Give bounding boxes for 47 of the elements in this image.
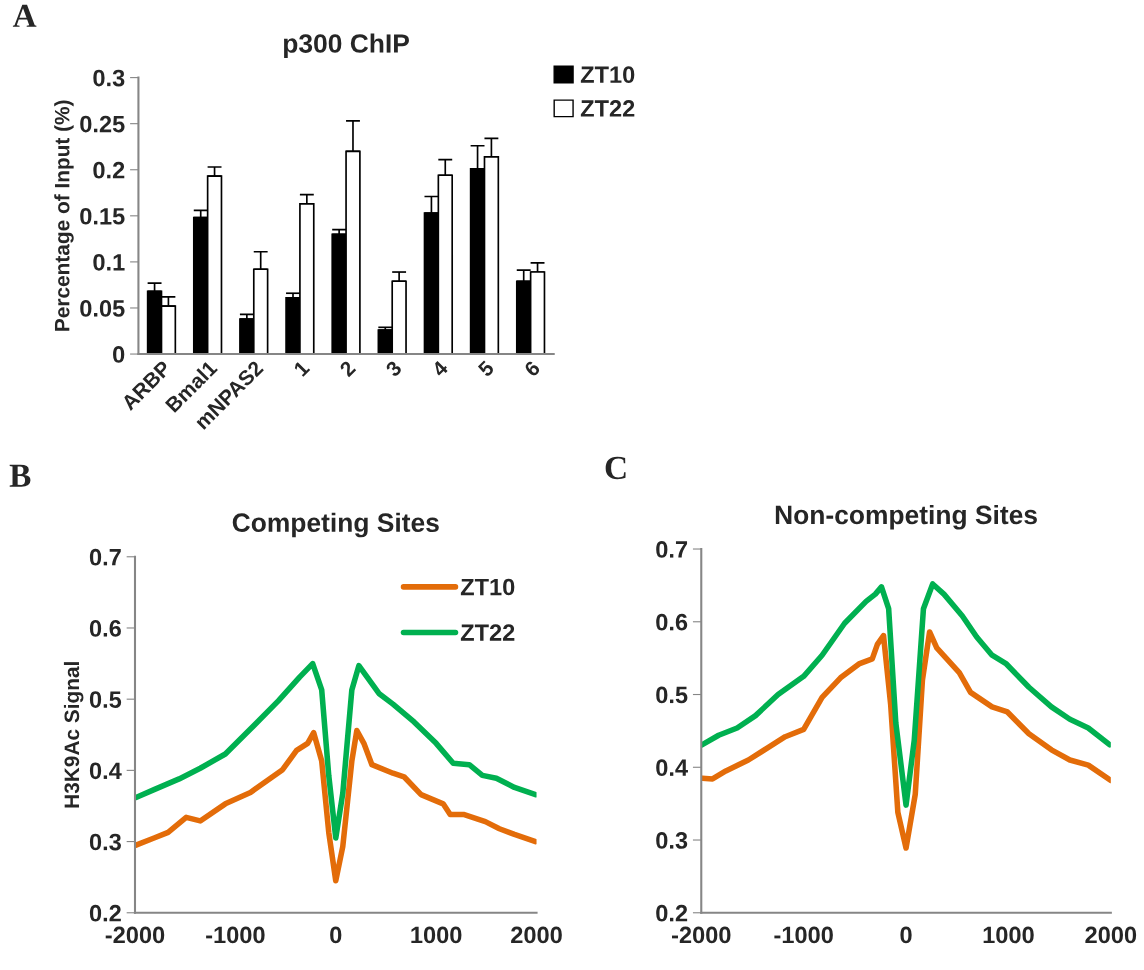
y-tick-label: 0.5	[89, 691, 122, 708]
y-tick-label: 0.05	[80, 300, 125, 317]
x-tick-label: 5	[477, 359, 495, 378]
x-tick-label: -1000	[774, 926, 833, 944]
text: C	[605, 456, 626, 480]
y-axis-title: Percentage of Input (%)	[54, 100, 74, 331]
chart-title: Competing Sites	[232, 512, 439, 538]
chart-title: p300 ChIP	[284, 33, 409, 59]
y-tick-label: 0.7	[656, 541, 688, 558]
y-tick-label: 0.6	[89, 620, 121, 637]
y-tick-label: 0.3	[89, 833, 121, 851]
x-tick-label: 6	[523, 359, 541, 378]
y-tick-label: 0.3	[656, 832, 688, 849]
legend-label: ZT10	[460, 578, 515, 596]
x-tick-label: 1	[293, 359, 311, 377]
x-tick-label: 2000	[1085, 926, 1137, 944]
x-tick-label: 0	[900, 926, 912, 944]
x-tick-label: 0	[330, 926, 342, 944]
y-axis-title: H3K9Ac Signal	[63, 662, 84, 808]
y-tick-label: 0.4	[656, 759, 688, 777]
y-tick-label: 0.7	[89, 548, 121, 566]
y-tick-label: 0.25	[80, 115, 125, 133]
y-tick-label: 0.2	[656, 904, 688, 922]
x-tick-label: 2	[338, 359, 357, 378]
text: A	[12, 4, 37, 27]
y-tick-label: 0.3	[93, 69, 125, 87]
x-tick-label: -1000	[206, 926, 265, 944]
x-tick-label: 1000	[983, 926, 1034, 944]
x-tick-label: 4	[430, 359, 449, 378]
legend-label: ZT22	[460, 624, 515, 641]
x-tick-label: -2000	[672, 926, 731, 944]
y-tick-label: 0.1	[93, 253, 125, 271]
y-tick-label: 0.2	[93, 161, 125, 179]
y-tick-label: 0.6	[656, 613, 688, 631]
y-tick-label: 0.15	[80, 207, 125, 225]
x-tick-label: 3	[384, 359, 403, 378]
legend-label: ZT22	[580, 100, 635, 117]
legend-label: ZT10	[580, 66, 635, 84]
text: B	[9, 464, 31, 487]
x-tick-label: 2000	[511, 926, 562, 944]
x-tick-label: -2000	[105, 926, 165, 944]
chart-title: Non-competing Sites	[775, 504, 1037, 530]
x-tick-label: 1000	[411, 926, 462, 944]
y-tick-label: 0.5	[656, 686, 688, 704]
y-tick-label: 0.2	[89, 904, 121, 922]
y-tick-label: 0	[113, 346, 125, 363]
y-tick-label: 0.4	[89, 762, 122, 780]
